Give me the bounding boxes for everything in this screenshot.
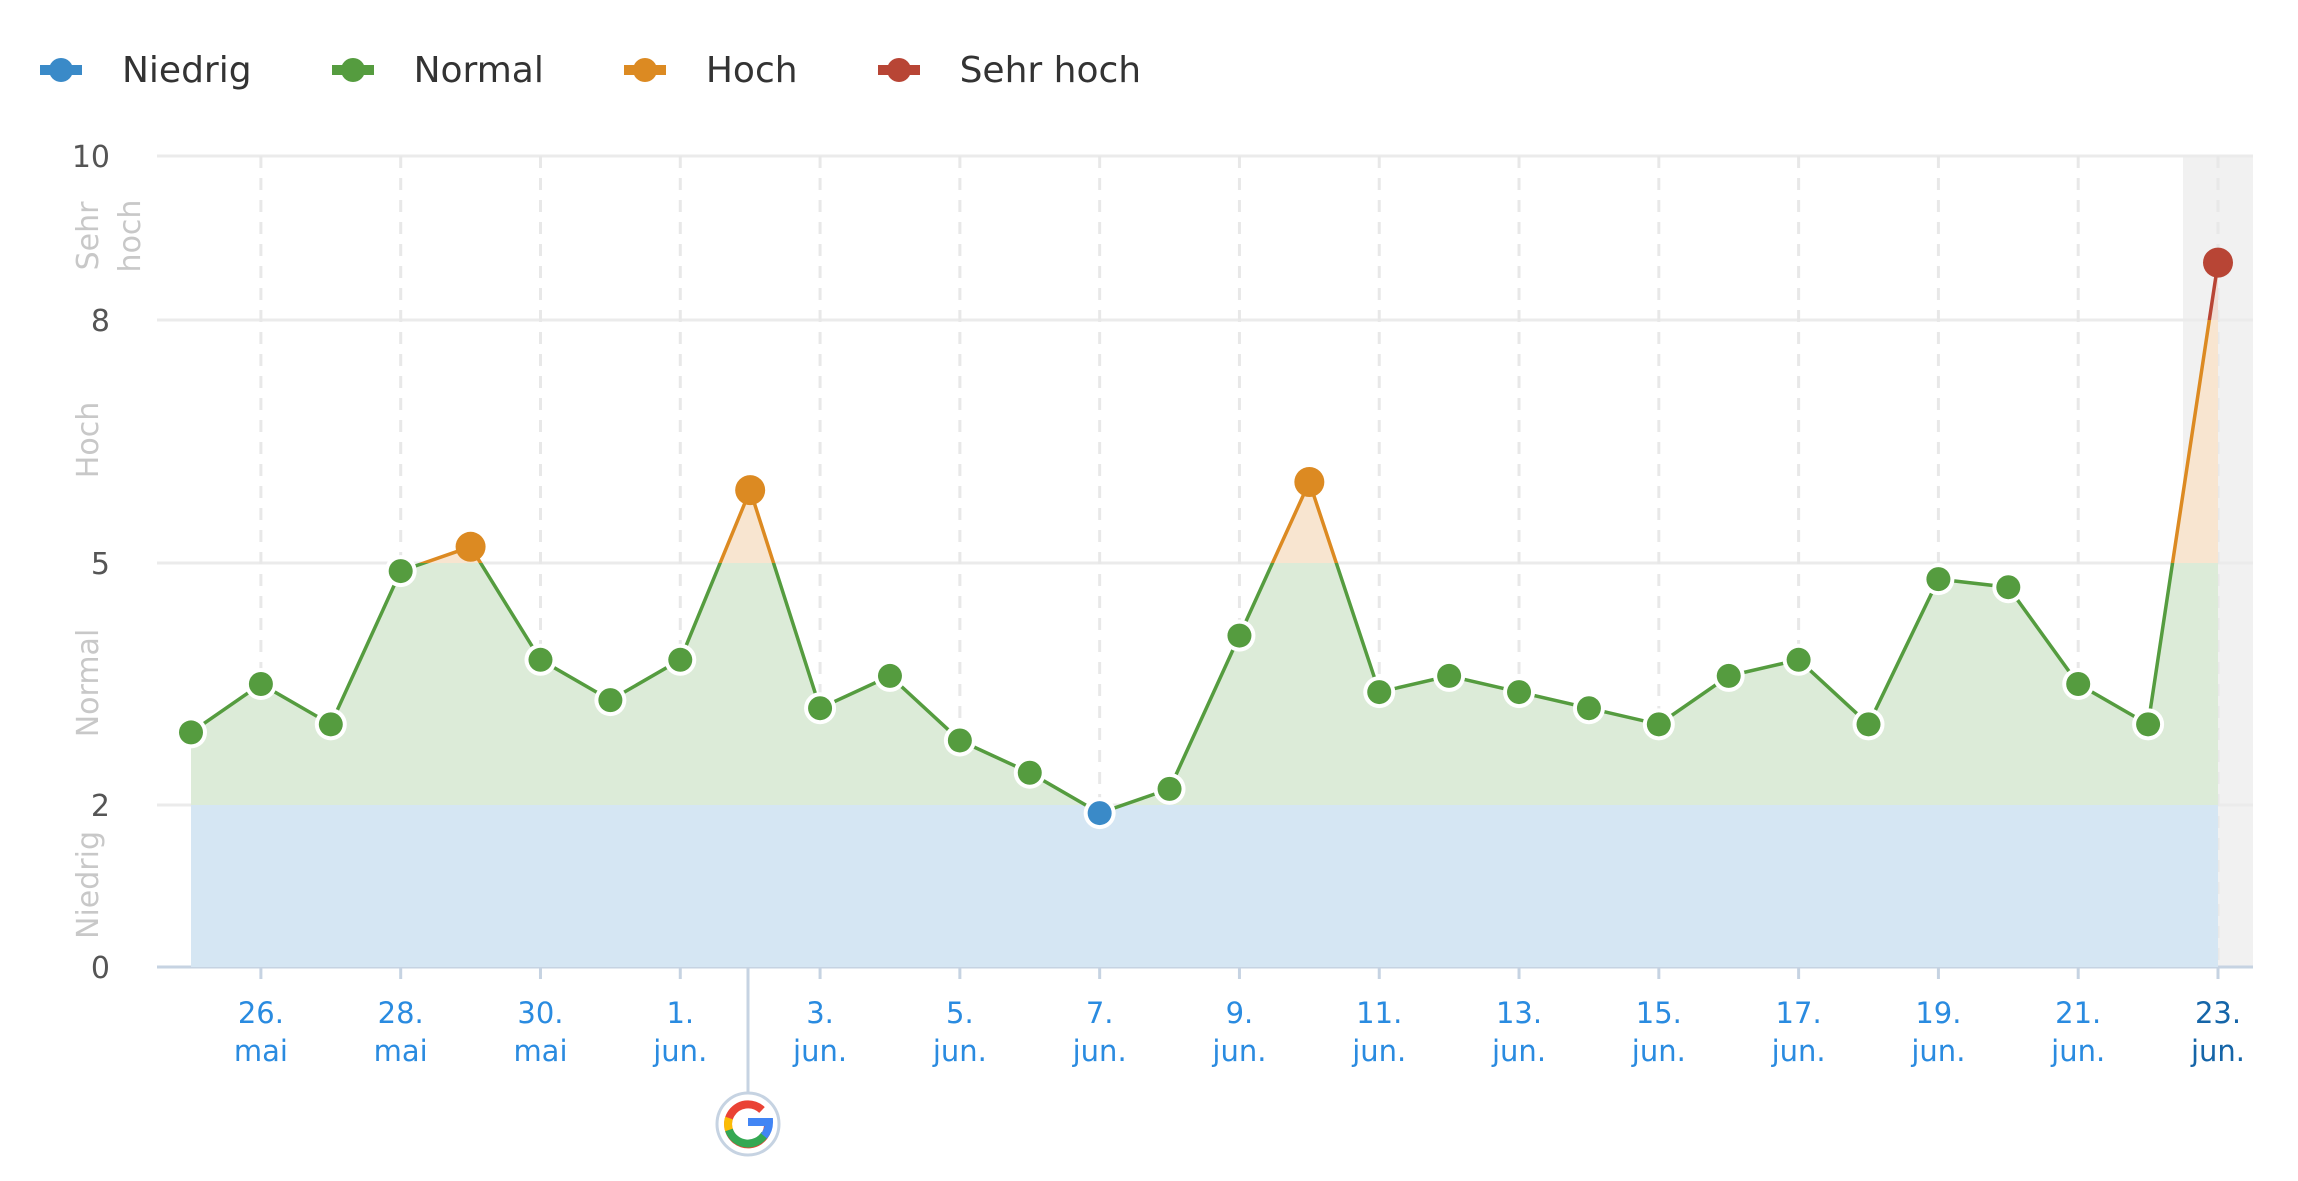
data-point[interactable] <box>1716 663 1741 688</box>
y-band-label: Sehr <box>71 201 106 271</box>
chart-legend: Niedrig Normal Hoch Sehr hoch <box>40 40 1221 100</box>
y-band-label: Niedrig <box>71 831 106 939</box>
legend-item-hoch[interactable]: Hoch <box>623 49 798 91</box>
series-line <box>190 262 2220 816</box>
data-point[interactable] <box>459 535 482 558</box>
data-point[interactable] <box>1996 575 2021 600</box>
x-tick-day: 26. <box>238 996 284 1030</box>
x-tick-day: 19. <box>1915 996 1961 1030</box>
y-band-label: Hoch <box>71 402 106 478</box>
x-tick-day: 28. <box>378 996 424 1030</box>
data-point[interactable] <box>248 672 273 696</box>
data-point[interactable] <box>1157 776 1182 801</box>
data-point[interactable] <box>2207 251 2229 274</box>
data-point[interactable] <box>598 688 623 713</box>
x-tick-month: jun. <box>2050 1034 2105 1068</box>
x-tick-month: jun. <box>1631 1034 1686 1068</box>
data-point[interactable] <box>528 647 553 672</box>
data-point[interactable] <box>1367 680 1392 705</box>
data-point[interactable] <box>1437 663 1462 688</box>
legend-marker-icon <box>877 52 920 88</box>
data-point[interactable] <box>179 720 203 745</box>
x-tick-month: jun. <box>1910 1034 1965 1068</box>
x-tick-day: 17. <box>1776 996 1822 1030</box>
data-point[interactable] <box>1507 680 1532 705</box>
legend-item-niedrig[interactable]: Niedrig <box>40 50 252 91</box>
x-tick-month: mai <box>234 1034 288 1068</box>
x-tick-day: 11. <box>1356 996 1402 1030</box>
legend-label: Hoch <box>705 49 798 91</box>
x-tick-month: jun. <box>1211 1034 1266 1068</box>
x-tick-day: 7. <box>1086 996 1114 1030</box>
data-point[interactable] <box>947 728 972 753</box>
data-point[interactable] <box>1856 712 1881 737</box>
google-icon <box>724 1100 773 1149</box>
legend-label: Niedrig <box>122 49 252 91</box>
y-tick: 0 <box>91 951 110 986</box>
data-point[interactable] <box>2136 712 2161 737</box>
x-tick-day: 5. <box>946 996 974 1030</box>
x-tick-month: jun. <box>1491 1034 1546 1068</box>
data-point[interactable] <box>877 663 902 688</box>
x-axis: 26. mai 28. mai 30. mai 1. jun. 3. jun. 5. jun. 7. ju… <box>234 967 2245 1068</box>
legend-label: Sehr hoch <box>959 49 1142 91</box>
x-tick-day: 9. <box>1226 996 1254 1030</box>
legend-marker-icon <box>623 52 666 88</box>
y-axis: 10 8 5 2 0 Sehr hoch Hoch Normal Niedrig <box>71 140 148 986</box>
x-tick-month: jun. <box>1351 1034 1406 1068</box>
x-tick-day: 15. <box>1636 996 1682 1030</box>
data-points <box>175 247 2233 830</box>
data-point[interactable] <box>1576 696 1601 721</box>
y-tick: 8 <box>91 304 110 339</box>
legend-item-sehr-hoch[interactable]: Sehr hoch <box>877 49 1142 91</box>
y-tick: 10 <box>72 140 110 175</box>
x-tick-day: 1. <box>666 996 694 1030</box>
data-point[interactable] <box>1017 760 1042 785</box>
x-tick-month: jun. <box>932 1034 987 1068</box>
data-point[interactable] <box>1087 801 1112 826</box>
y-band-label: hoch <box>113 200 148 273</box>
x-tick-day: 13. <box>1496 996 1542 1030</box>
x-tick-month: mai <box>374 1034 428 1068</box>
data-point[interactable] <box>1646 712 1671 737</box>
y-tick: 2 <box>91 789 110 824</box>
x-tick-month: jun. <box>2190 1034 2245 1068</box>
data-point[interactable] <box>1227 623 1252 648</box>
x-tick-month: mai <box>513 1034 567 1068</box>
data-point[interactable] <box>1786 647 1811 672</box>
data-point[interactable] <box>1298 471 1321 493</box>
x-tick-day: 30. <box>517 996 563 1030</box>
data-point[interactable] <box>318 712 343 737</box>
legend-label: Normal <box>413 49 544 91</box>
data-point[interactable] <box>1926 567 1951 592</box>
x-tick-month: jun. <box>792 1034 847 1068</box>
x-tick-month: jun. <box>1771 1034 1826 1068</box>
data-point[interactable] <box>388 559 413 584</box>
google-update-annotation[interactable] <box>715 967 781 1157</box>
data-point[interactable] <box>739 479 762 502</box>
data-point[interactable] <box>808 696 833 721</box>
legend-marker-icon <box>40 52 82 88</box>
y-tick: 5 <box>91 547 110 582</box>
legend-item-normal[interactable]: Normal <box>331 49 544 91</box>
legend-marker-icon <box>331 52 374 88</box>
data-point[interactable] <box>668 647 693 672</box>
x-tick-month: jun. <box>1072 1034 1127 1068</box>
x-tick-day: 23. <box>2195 996 2241 1030</box>
data-point[interactable] <box>2066 672 2091 696</box>
x-tick-month: jun. <box>652 1034 707 1068</box>
x-tick-day: 3. <box>806 996 834 1030</box>
y-band-label: Normal <box>71 629 106 738</box>
x-tick-day: 21. <box>2055 996 2101 1030</box>
